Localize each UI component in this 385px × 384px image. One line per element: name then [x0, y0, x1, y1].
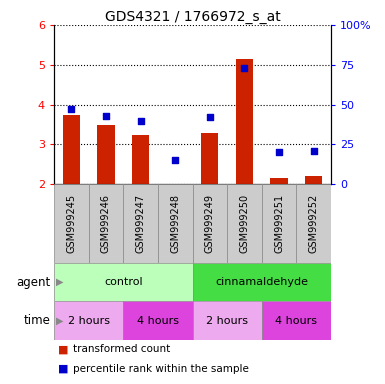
Bar: [192, 301, 262, 340]
Bar: [227, 184, 262, 263]
Bar: [123, 301, 192, 340]
Bar: [236, 59, 253, 184]
Text: cinnamaldehyde: cinnamaldehyde: [215, 277, 308, 287]
Bar: [54, 184, 89, 263]
Text: transformed count: transformed count: [73, 344, 171, 354]
Bar: [192, 263, 331, 301]
Text: GSM999248: GSM999248: [170, 194, 180, 253]
Text: GDS4321 / 1766972_s_at: GDS4321 / 1766972_s_at: [105, 10, 280, 23]
Bar: [192, 184, 227, 263]
Text: GSM999249: GSM999249: [205, 194, 215, 253]
Bar: [132, 134, 149, 184]
Bar: [262, 301, 331, 340]
Bar: [201, 133, 219, 184]
Text: 4 hours: 4 hours: [275, 316, 318, 326]
Point: [241, 65, 248, 71]
Text: GSM999246: GSM999246: [101, 194, 111, 253]
Bar: [123, 184, 158, 263]
Bar: [296, 184, 331, 263]
Bar: [271, 177, 288, 184]
Bar: [97, 124, 115, 184]
Point: [137, 118, 144, 124]
Bar: [158, 184, 192, 263]
Point: [172, 157, 178, 164]
Text: ■: ■: [58, 344, 68, 354]
Text: ▶: ▶: [56, 277, 63, 287]
Point: [276, 149, 282, 156]
Bar: [305, 176, 323, 184]
Text: time: time: [23, 314, 50, 327]
Bar: [262, 184, 296, 263]
Point: [311, 148, 317, 154]
Bar: [54, 263, 192, 301]
Text: agent: agent: [16, 276, 50, 289]
Text: control: control: [104, 277, 142, 287]
Text: 2 hours: 2 hours: [67, 316, 110, 326]
Text: GSM999252: GSM999252: [309, 194, 319, 253]
Bar: [62, 114, 80, 184]
Text: GSM999250: GSM999250: [239, 194, 249, 253]
Bar: [89, 184, 123, 263]
Point: [68, 106, 74, 113]
Bar: [54, 301, 123, 340]
Text: percentile rank within the sample: percentile rank within the sample: [73, 364, 249, 374]
Text: ▶: ▶: [56, 316, 63, 326]
Text: ■: ■: [58, 364, 68, 374]
Point: [207, 114, 213, 121]
Text: GSM999251: GSM999251: [274, 194, 284, 253]
Text: 2 hours: 2 hours: [206, 316, 248, 326]
Point: [103, 113, 109, 119]
Text: GSM999247: GSM999247: [136, 194, 146, 253]
Text: 4 hours: 4 hours: [137, 316, 179, 326]
Text: GSM999245: GSM999245: [66, 194, 76, 253]
